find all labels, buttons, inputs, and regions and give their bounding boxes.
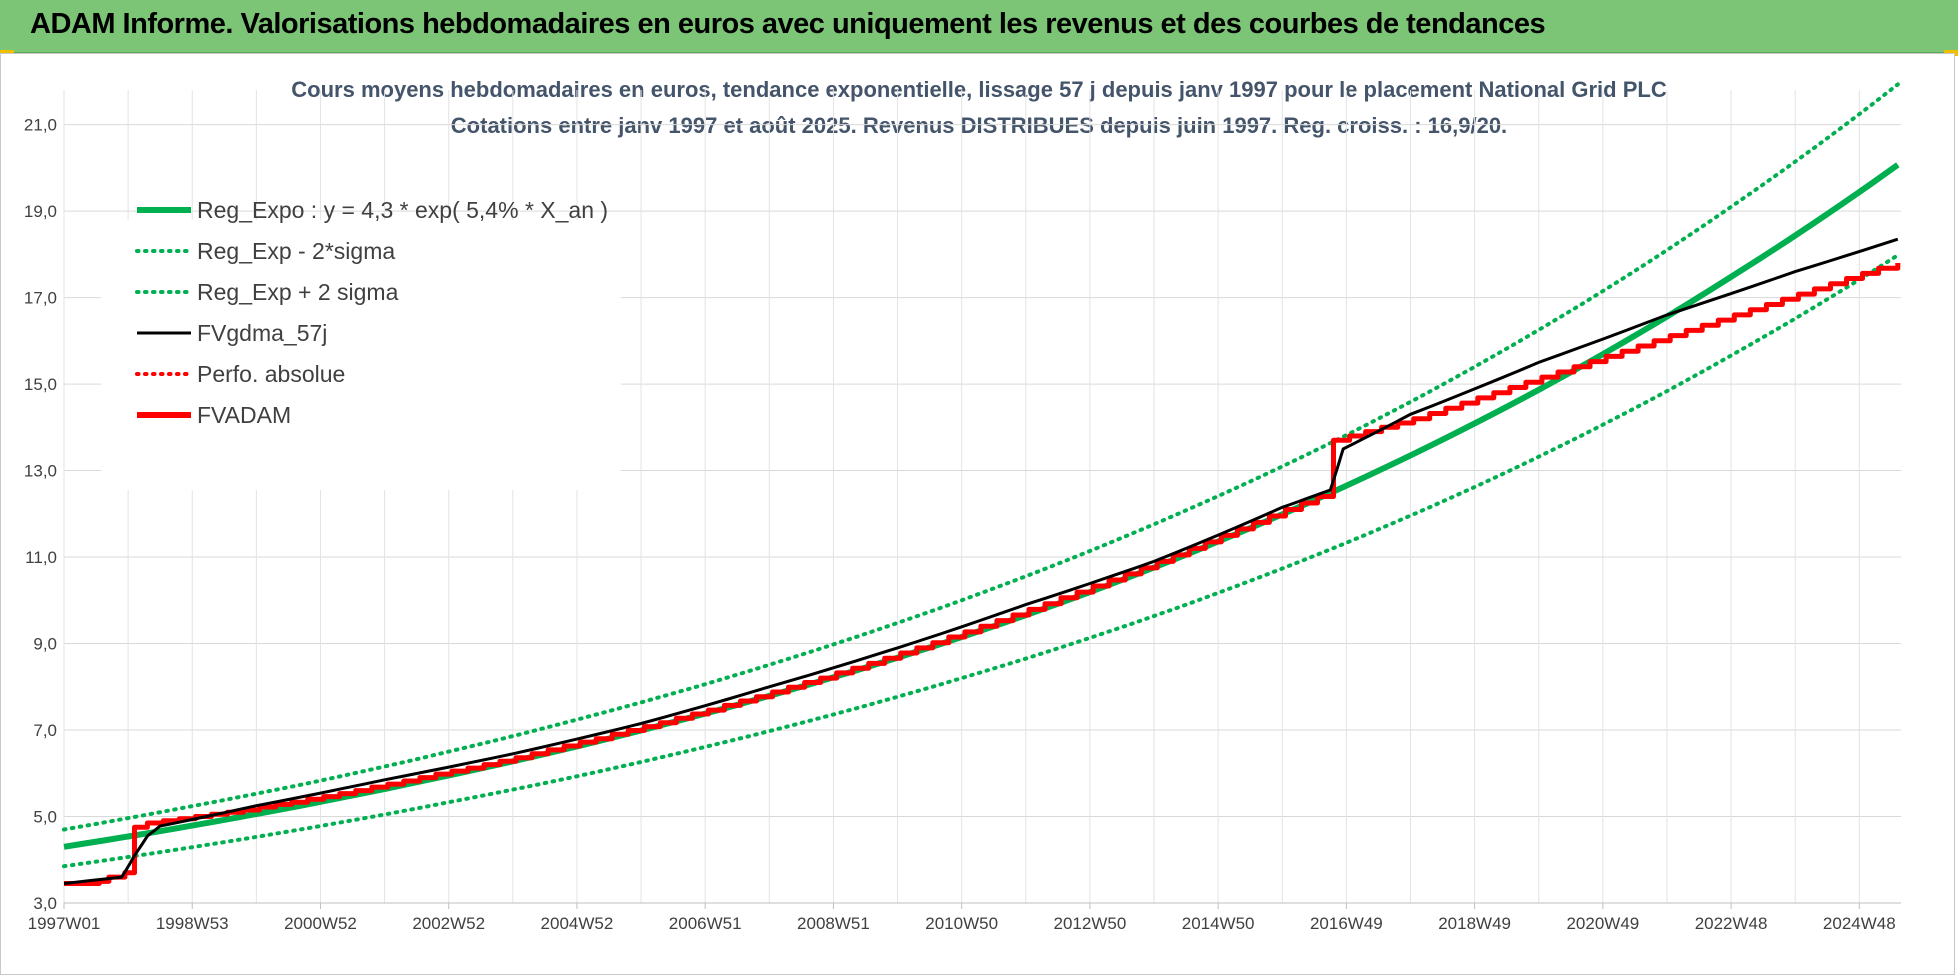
chart: Cours moyens hebdomadaires en euros, ten… [24,77,1901,933]
x-tick-label: 2002W52 [412,914,485,933]
y-tick-label: 9,0 [33,635,57,654]
legend-label: Perfo. absolue [197,361,345,387]
series-line-3 [63,237,1899,885]
x-tick-label: 1997W01 [28,914,101,933]
x-tick-label: 2018W49 [1438,914,1511,933]
y-tick-label: 13,0 [24,462,57,481]
legend-label: Reg_Expo : y = 4,3 * exp( 5,4% * X_an ) [197,197,608,223]
series-line-5 [64,263,1901,886]
plot-area [62,82,1901,886]
chart-subtitle: Cotations entre janv 1997 et août 2025. … [451,113,1507,138]
x-tick-label: 2016W49 [1310,914,1383,933]
x-tick-label: 2012W50 [1054,914,1127,933]
x-tick-label: 1998W53 [156,914,229,933]
y-tick-label: 15,0 [24,375,57,394]
y-tick-label: 7,0 [33,721,57,740]
legend-label: FVADAM [197,402,291,428]
y-tick-label: 11,0 [25,548,57,567]
legend-label: Reg_Exp - 2*sigma [197,238,395,264]
y-tick-label: 5,0 [33,808,57,827]
x-tick-label: 2014W50 [1182,914,1255,933]
chart-title: Cours moyens hebdomadaires en euros, ten… [291,77,1667,102]
x-tick-label: 2006W51 [669,914,742,933]
x-tick-label: 2000W52 [284,914,357,933]
x-tick-label: 2004W52 [541,914,614,933]
title-banner: ADAM Informe. Valorisations hebdomadaire… [0,0,1958,53]
series-line-1 [62,253,1900,869]
y-axis: 21,0 19,0 17,0 15,0 13,0 11,0 9,0 7,0 5,0 3,0 [24,116,57,913]
x-tick-label: 2010W50 [925,914,998,933]
legend: Reg_Expo : y = 4,3 * exp( 5,4% * X_an ) R… [101,197,621,490]
x-tick-label: 2022W48 [1695,914,1768,933]
y-tick-label: 3,0 [33,894,57,913]
x-tick-label: 2020W49 [1566,914,1639,933]
y-tick-label: 19,0 [24,202,57,221]
legend-label: Reg_Exp + 2 sigma [197,279,399,305]
x-tick-label: 2008W51 [797,914,870,933]
legend-label: FVgdma_57j [197,320,327,346]
y-tick-label: 21,0 [24,116,57,135]
series-line-2 [62,82,1900,832]
page-title: ADAM Informe. Valorisations hebdomadaire… [30,8,1546,40]
legend-background [101,220,621,490]
x-axis: 1997W01 1998W53 2000W52 2002W52 2004W52 2006W… [28,902,1901,933]
x-tick-label: 2024W48 [1823,914,1896,933]
chart-frame: Cours moyens hebdomadaires en euros, ten… [0,53,1955,975]
y-tick-label: 17,0 [24,289,57,308]
